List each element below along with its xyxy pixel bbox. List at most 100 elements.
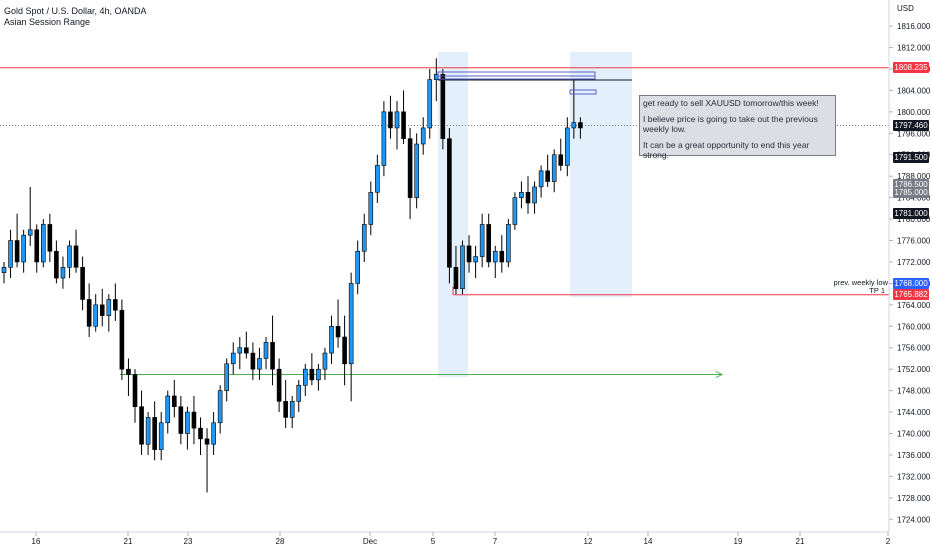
candle-body	[525, 191, 531, 204]
candle-body	[14, 240, 20, 263]
candle-body	[270, 342, 275, 370]
candle-body	[538, 170, 544, 188]
session-box	[570, 52, 632, 297]
candle-body	[217, 390, 223, 424]
y-tick-label: 1744.000	[897, 408, 931, 417]
y-tick-label: 1780.000	[897, 215, 931, 224]
symbol-title[interactable]: Gold Spot / U.S. Dollar, 4h, OANDA	[4, 6, 147, 16]
weekly-low-label: prev. weekly low	[833, 278, 888, 287]
x-tick-label: 2	[886, 537, 891, 546]
candle-body	[119, 309, 125, 370]
time-axis[interactable]: 16 21 23 28 Dec 5 7 12 14 19 21 2	[32, 532, 891, 546]
candle-body	[67, 245, 72, 268]
candle-body	[551, 154, 557, 182]
price-tag: 1768.000	[893, 277, 929, 289]
drawings	[437, 71, 632, 95]
x-tick-label: 19	[734, 537, 743, 546]
tp1-label: TP 1	[869, 286, 885, 295]
candle-body	[93, 304, 98, 327]
price-axis[interactable]: 1816.0001812.0001808.0001804.0001800.000…	[889, 22, 931, 524]
indicator-name[interactable]: Asian Session Range	[4, 17, 91, 27]
candle-body	[348, 283, 354, 365]
y-tick-label: 1728.000	[897, 494, 931, 503]
y-tick-label: 1776.000	[897, 237, 931, 246]
candle-body	[479, 224, 485, 257]
candle-body	[60, 267, 66, 279]
x-tick-label: 16	[32, 537, 41, 546]
candle-body	[47, 224, 53, 252]
candle-body	[244, 347, 249, 354]
order-block	[569, 89, 597, 95]
x-tick-label: 7	[493, 537, 498, 546]
candle-body	[152, 417, 157, 450]
candle-body	[21, 234, 26, 263]
price-tag: 1786.500	[893, 178, 929, 190]
candle-body	[571, 122, 577, 129]
candle-body	[401, 111, 406, 139]
candle-body	[276, 368, 282, 402]
y-tick-label: 1804.000	[897, 86, 931, 95]
annotation-note[interactable]: get ready to sell XAUUSD tomorrow/this w…	[639, 95, 836, 160]
x-tick-label: Dec	[363, 537, 377, 546]
candle-body	[34, 229, 40, 263]
y-tick-label: 1740.000	[897, 430, 931, 439]
price-tag: 1797.460	[893, 119, 929, 131]
candle-body	[420, 127, 426, 145]
candle-body	[113, 299, 118, 311]
candle-body	[302, 368, 308, 386]
candle-body	[447, 138, 452, 268]
candle-body	[361, 224, 367, 252]
candle-body	[427, 79, 433, 129]
y-tick-label: 1736.000	[897, 451, 931, 460]
candle-body	[460, 245, 465, 290]
candle-body	[106, 299, 112, 316]
y-tick-label: 1724.000	[897, 515, 931, 524]
support-arrow	[715, 371, 724, 378]
candle-body	[296, 384, 302, 402]
candle-body	[165, 395, 171, 424]
note-line-2: I believe price is going to take out the…	[643, 114, 818, 134]
candle-body	[309, 368, 315, 381]
x-tick-label: 28	[276, 537, 285, 546]
note-line-3: It can be a great opportunity to end thi…	[643, 140, 810, 160]
candle-body	[1, 267, 7, 273]
candle-body	[506, 224, 511, 263]
candle-body	[381, 111, 387, 166]
candle-body	[99, 304, 105, 316]
candle-body	[178, 406, 184, 434]
candle-body	[414, 143, 419, 198]
candle-body	[145, 417, 151, 445]
candle-body	[73, 245, 79, 268]
candle-body	[578, 122, 583, 129]
candle-body	[204, 438, 210, 445]
candle-body	[394, 111, 400, 129]
candle-body	[512, 197, 518, 225]
candle-body	[316, 368, 321, 381]
candle-body	[545, 170, 550, 182]
candle-body	[375, 165, 380, 193]
currency-label: USD	[897, 4, 914, 13]
y-tick-label: 1796.000	[897, 129, 931, 138]
candle-body	[198, 427, 203, 440]
candle-body	[335, 325, 341, 338]
candle-body	[342, 336, 347, 365]
y-tick-label: 1760.000	[897, 322, 931, 331]
y-tick-label: 1784.000	[897, 194, 931, 203]
x-tick-label: 21	[796, 537, 805, 546]
candle-body	[407, 138, 413, 198]
y-tick-label: 1764.000	[897, 301, 931, 310]
candle-body	[158, 422, 164, 450]
candle-body	[132, 374, 138, 408]
y-tick-label: 1816.000	[897, 22, 931, 31]
candle-body	[492, 250, 498, 263]
price-tag: 1785.000	[893, 186, 929, 198]
y-tick-label: 1732.000	[897, 472, 931, 481]
price-tag: 1765.882	[893, 289, 929, 301]
candle-body	[80, 267, 85, 300]
y-tick-label: 1812.000	[897, 44, 931, 53]
candle-body	[224, 363, 229, 391]
candle-body	[191, 411, 197, 429]
candle-body	[257, 358, 262, 370]
candle-body	[185, 411, 190, 434]
